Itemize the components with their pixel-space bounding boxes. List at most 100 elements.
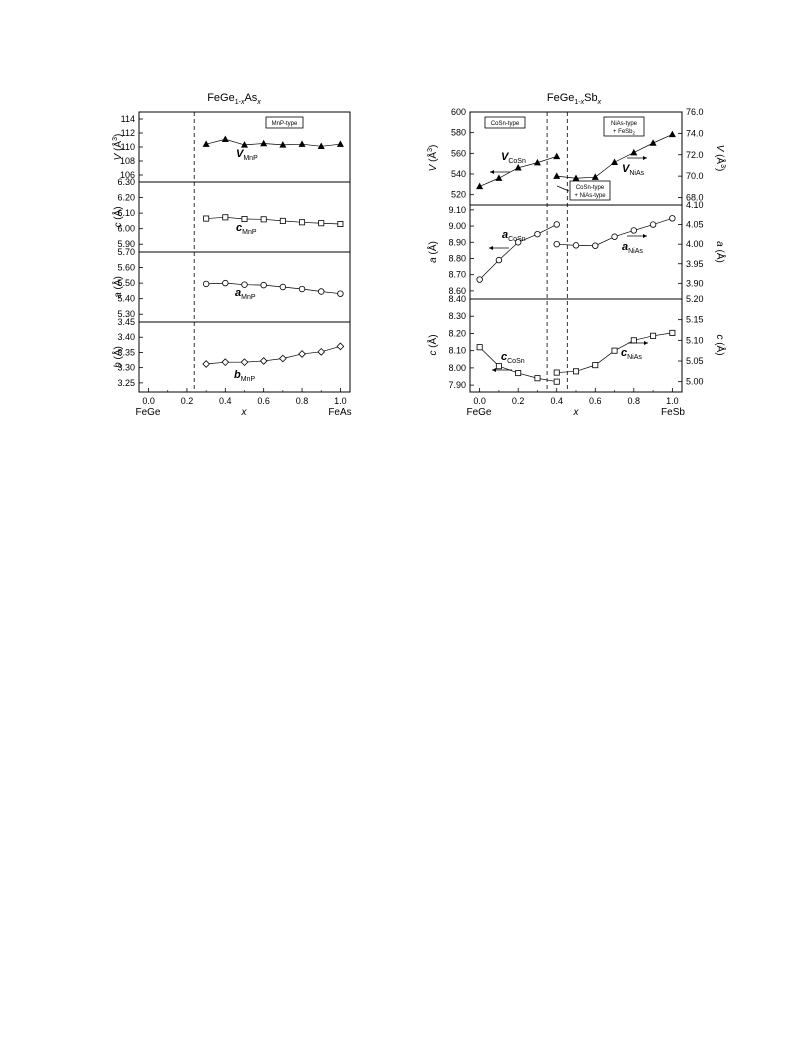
data-point-triangle [572,174,580,181]
data-point-square [222,214,229,221]
data-point-square [534,375,541,382]
y-tick-label: 540 [451,169,466,179]
x-tick-label: 0.0 [473,396,486,406]
y-tick-label: 6.20 [117,193,135,203]
data-point-square [203,215,210,222]
data-point-diamond [317,347,326,356]
y-axis-label-c-right: c (Å) [714,334,727,355]
x-tick-label: 1.0 [666,396,679,406]
y-tick-label-right: 4.00 [686,239,704,249]
y-tick-label-right: 5.20 [686,294,704,304]
data-point-diamond [221,358,230,367]
data-series [476,344,560,385]
data-point-circle [669,215,676,222]
data-point-triangle [317,142,325,149]
data-point-square [630,337,637,344]
data-point-circle [222,279,229,287]
box-label: NiAs-type [611,121,638,127]
y-tick-label: 8.80 [448,253,466,263]
arrow-left-axis-icon [490,170,510,174]
y-tick-label: 9.10 [448,205,466,215]
y-axis-label-V-right: V (Å3) [714,145,727,172]
data-point-triangle [611,158,619,165]
mnp-type-label-box: MnP-type [265,116,304,129]
data-series [553,130,676,181]
data-point-triangle [336,140,344,147]
y-tick-label-right: 4.10 [686,200,704,210]
series-label-VNiAs: VNiAs [622,163,645,177]
left-panels: 106 108 110 112 114 5.90 6.00 6.10 6.20 6.30 5.30 5… [117,114,345,388]
y-tick-label: 3.25 [117,378,135,388]
data-point-triangle [221,135,229,142]
y-tick-label: 6.10 [117,208,135,218]
data-point-triangle [241,141,248,148]
arrow-right-axis-icon [627,234,647,238]
series-line [556,134,673,179]
y-tick-label: 580 [451,128,466,138]
data-series [553,329,676,376]
x-tick-label: 0.2 [181,396,194,406]
data-point-triangle [202,140,210,147]
arrow-left-axis-icon [489,246,509,250]
y-tick-label-right: 74.0 [686,128,704,138]
x-end-label-left: FeGe [466,407,491,418]
data-point-square [515,370,522,377]
y-tick-label: 3.45 [117,317,135,327]
y-tick-label: 110 [121,142,135,152]
x-tick-label: 0.6 [257,396,270,406]
data-point-circle [572,242,580,249]
data-point-square [279,217,286,224]
x-axis-left: 0.0 0.2 0.4 0.6 0.8 1.0 [142,388,347,406]
data-point-square [241,216,248,223]
chart-fege-feas: FeGe1-xAsx MnP-type V (Å3) c (Å) a (Å) b… [111,92,352,418]
data-point-triangle [495,174,503,181]
series-label-bMnP: bMnP [234,369,255,383]
y-tick-label: 8.30 [448,311,466,321]
data-point-diamond [240,358,249,367]
data-point-triangle [649,139,657,146]
y-tick-label-right: 72.0 [686,150,704,160]
data-point-square [573,368,580,375]
y-tick-label: 5.60 [117,263,135,273]
data-point-square [553,369,560,376]
y-axis-label-a: a (Å) [111,276,124,298]
data-point-square [318,220,325,227]
y-tick-label: 8.70 [448,270,466,280]
box-label: MnP-type [272,121,298,127]
y-tick-label: 112 [121,128,135,138]
y-tick-label: 3.30 [117,363,135,373]
data-point-circle [241,281,248,288]
y-tick-label: 114 [121,114,135,124]
data-point-diamond [336,342,345,351]
data-series [476,152,561,190]
data-point-diamond [202,360,211,368]
x-tick-label: 1.0 [334,396,347,406]
y-axis-label-a-right: a (Å) [714,241,727,263]
y-tick-label: 3.35 [117,347,135,357]
y-tick-label: 8.60 [448,286,466,296]
x-end-label-right: FeAs [328,407,351,418]
y-tick-label: 5.90 [117,239,135,249]
data-point-triangle [533,158,541,166]
y-tick-label: 5.40 [117,294,135,304]
box-label: CoSn-type [576,185,605,191]
data-series [203,214,344,227]
data-series [476,221,560,283]
nias-type-label-box: NiAs-type + FeSb2 [603,116,645,137]
box-label: + FeSb2 [613,129,636,136]
y-tick-label-right: 3.90 [686,278,704,288]
data-point-circle [592,242,599,249]
data-point-square [650,332,657,339]
data-point-diamond [298,350,306,358]
x-end-label-left: FeGe [135,407,160,418]
data-series [202,279,344,297]
data-point-circle [298,285,306,293]
series-label-aMnP: aMnP [235,287,256,301]
y-tick-label: 9.00 [448,221,466,231]
data-point-square [260,216,267,223]
y-axis-label-c-left: c (Å) [426,334,439,355]
data-series [553,215,676,249]
series-label-aNiAs: aNiAs [622,241,643,255]
y-tick-label-right: 70.0 [686,171,704,181]
